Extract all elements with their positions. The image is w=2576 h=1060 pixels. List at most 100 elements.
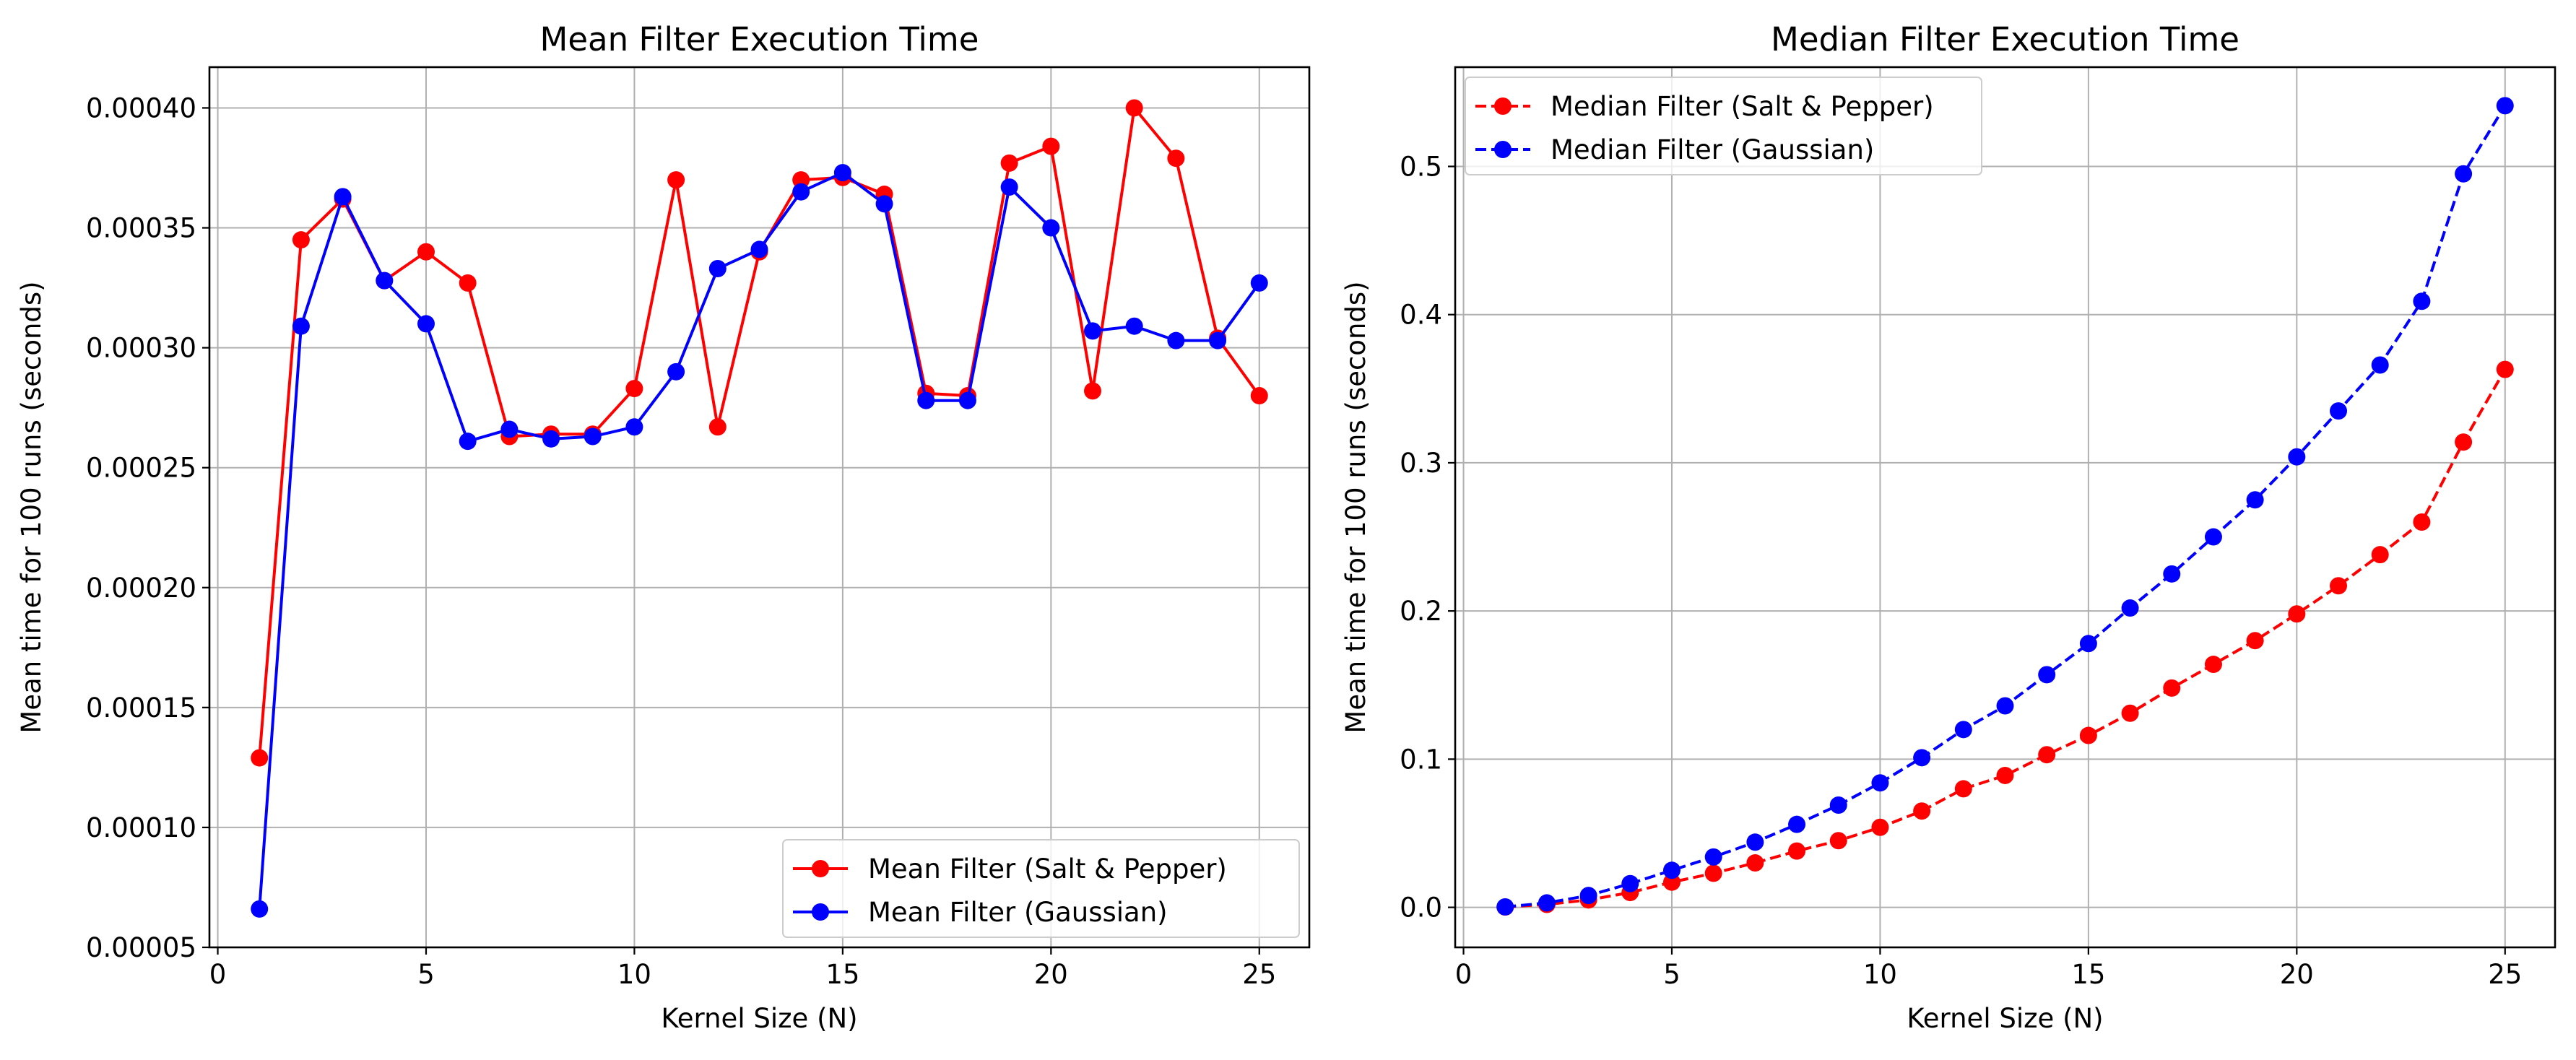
legend-marker-salt-pepper	[1494, 97, 1512, 115]
x-tick-label: 15	[2071, 959, 2105, 990]
y-tick-label: 0.00020	[86, 573, 196, 604]
legend-entry-salt-pepper: Mean Filter (Salt & Pepper)	[793, 853, 1227, 885]
legend-box	[1465, 77, 1982, 175]
data-point	[1704, 864, 1722, 882]
data-point	[2163, 679, 2181, 697]
y-tick-label: 0.2	[1400, 596, 1442, 627]
series-layer	[251, 99, 1268, 918]
y-tick-label: 0.5	[1400, 151, 1442, 182]
y-tick-label: 0.00040	[86, 92, 196, 123]
data-point	[2204, 528, 2222, 546]
legend-label-salt-pepper: Mean Filter (Salt & Pepper)	[868, 853, 1227, 885]
data-point	[2246, 632, 2264, 650]
legend-entry-gaussian: Median Filter (Gaussian)	[1475, 134, 1874, 165]
data-point	[376, 271, 394, 290]
x-tick-label: 0	[209, 959, 227, 990]
data-point	[875, 195, 893, 213]
data-point	[2288, 448, 2306, 466]
legend-entry-salt-pepper: Median Filter (Salt & Pepper)	[1475, 91, 1934, 122]
legend-box	[782, 839, 1300, 938]
data-point	[1000, 178, 1018, 196]
data-point	[1084, 382, 1102, 400]
data-point	[667, 362, 685, 381]
data-point	[1913, 802, 1931, 820]
data-point	[1871, 818, 1889, 836]
data-point	[1209, 331, 1227, 349]
data-point	[2204, 656, 2222, 674]
legend-label-gaussian: Median Filter (Gaussian)	[1551, 134, 1874, 165]
x-tick-label: 5	[1663, 959, 1681, 990]
data-point	[1954, 721, 1972, 739]
legend-marker-gaussian	[812, 903, 829, 921]
data-point	[833, 164, 851, 182]
x-axis-label: Kernel Size (N)	[1907, 1003, 2103, 1034]
data-point	[417, 243, 435, 261]
data-point	[2038, 666, 2056, 684]
data-point	[292, 231, 310, 249]
x-tick-label: 10	[617, 959, 651, 990]
data-point	[1913, 749, 1931, 767]
chart-title: Mean Filter Execution Time	[540, 20, 979, 58]
x-tick-label: 25	[2488, 959, 2522, 990]
legend: Mean Filter (Salt & Pepper) Mean Filter …	[782, 839, 1300, 938]
data-point	[1829, 796, 1847, 814]
legend-label-gaussian: Mean Filter (Gaussian)	[868, 897, 1168, 928]
data-point	[1000, 154, 1018, 172]
data-point	[2371, 546, 2389, 564]
data-point	[1084, 322, 1102, 340]
y-tick-label: 0.00010	[86, 812, 196, 843]
ticks: 0 5 10 15 20 25 0.0 0.1 0.2 0.3 0.4 0.5	[1400, 151, 2522, 990]
y-tick-label: 0.1	[1400, 744, 1442, 775]
data-point	[2121, 704, 2139, 722]
data-point	[1167, 331, 1185, 349]
data-point	[1996, 766, 2014, 784]
x-axis-label: Kernel Size (N)	[661, 1003, 857, 1034]
data-point	[1496, 898, 1514, 916]
data-point	[1662, 873, 1681, 891]
mean-filter-chart: 0 5 10 15 20 25 0.00005 0.00010 0.00015 0.00020 0.…	[16, 20, 1311, 1034]
data-point	[2496, 360, 2514, 378]
data-point	[2455, 433, 2473, 451]
data-point	[1746, 854, 1764, 872]
y-tick-label: 0.00005	[86, 932, 196, 963]
x-tick-label: 5	[417, 959, 435, 990]
legend-marker-gaussian	[1494, 141, 1512, 158]
y-axis-label: Mean time for 100 runs (seconds)	[16, 281, 47, 733]
x-tick-label: 10	[1863, 959, 1897, 990]
grid	[209, 67, 1309, 948]
data-point	[625, 418, 643, 436]
data-point	[1704, 848, 1722, 866]
y-tick-label: 0.0	[1400, 892, 1442, 924]
data-point	[708, 260, 727, 278]
data-point	[2246, 491, 2264, 509]
data-point	[2330, 402, 2348, 420]
data-point	[1788, 842, 1806, 860]
data-point	[667, 171, 685, 189]
y-tick-label: 0.00015	[86, 692, 196, 724]
data-point	[251, 900, 269, 918]
y-tick-label: 0.3	[1400, 448, 1442, 479]
data-point	[1538, 894, 1556, 912]
legend-label-salt-pepper: Median Filter (Salt & Pepper)	[1551, 91, 1934, 122]
data-point	[2121, 599, 2139, 617]
data-point	[917, 391, 935, 409]
chart-title: Median Filter Execution Time	[1771, 20, 2239, 58]
y-axis-label: Mean time for 100 runs (seconds)	[1340, 281, 1371, 733]
data-point	[2455, 165, 2473, 183]
data-point	[1579, 887, 1597, 905]
data-point	[459, 433, 477, 451]
data-point	[500, 420, 519, 438]
data-point	[792, 183, 810, 201]
data-point	[2288, 605, 2306, 623]
x-tick-label: 20	[2280, 959, 2314, 990]
x-tick-label: 15	[825, 959, 859, 990]
grid	[1455, 67, 2555, 947]
series-layer	[1496, 97, 2514, 916]
data-point	[1042, 219, 1060, 237]
data-point	[958, 391, 976, 409]
y-tick-label: 0.00025	[86, 453, 196, 484]
y-tick-label: 0.00035	[86, 213, 196, 244]
x-tick-label: 20	[1034, 959, 1068, 990]
data-point	[1621, 874, 1639, 892]
